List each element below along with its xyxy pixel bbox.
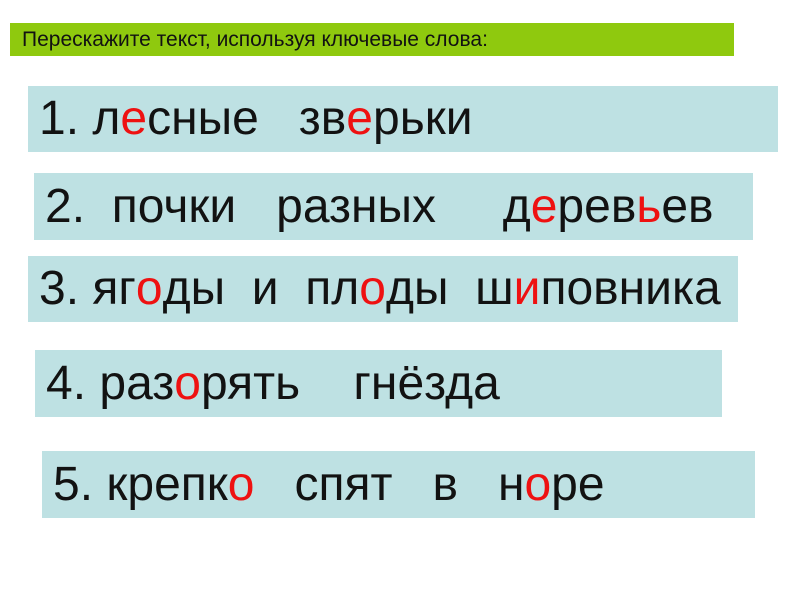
text-segment: 3. яг <box>39 262 136 315</box>
stressed-letter: е <box>120 92 148 145</box>
text-segment: 5. крепк <box>53 457 228 511</box>
stressed-letter: о <box>174 356 201 410</box>
text-segment: рять гнёзда <box>200 356 500 410</box>
text-segment: ды ш <box>385 262 514 315</box>
stressed-letter: е <box>530 179 558 233</box>
stressed-letter: е <box>346 92 373 145</box>
text-segment: 1. л <box>39 92 121 145</box>
text-segment: 4. раз <box>46 356 175 410</box>
keyword-box-4: 4. раз о рять гнёзда <box>35 350 722 417</box>
stressed-letter: о <box>359 262 386 315</box>
stressed-letter: ь <box>636 179 662 233</box>
stressed-letter: о <box>524 457 552 511</box>
text-segment: ре <box>551 457 605 511</box>
keyword-box-1: 1. л е сные зв е рьки <box>28 86 778 152</box>
text-segment: ды и пл <box>162 262 360 315</box>
stressed-letter: о <box>135 262 163 315</box>
stressed-letter: о <box>227 457 255 511</box>
keyword-box-5: 5. крепк о спят в н о ре <box>42 451 755 518</box>
text-segment: спят в н <box>254 457 525 511</box>
keyword-box-3: 3. яг о ды и пл о ды ш и повника <box>28 256 738 322</box>
text-segment: рьки <box>373 92 473 145</box>
text-segment: сные зв <box>147 92 347 145</box>
instruction-banner: Перескажите текст, используя ключевые сл… <box>10 23 734 56</box>
text-segment: рев <box>557 179 637 233</box>
text-segment: ев <box>661 179 714 233</box>
text-segment: повника <box>540 262 721 315</box>
keyword-box-2: 2. почки разных д е рев ь ев <box>34 173 753 240</box>
stressed-letter: и <box>513 262 541 315</box>
text-segment: 2. почки разных д <box>45 179 531 233</box>
instruction-text: Перескажите текст, используя ключевые сл… <box>22 27 488 51</box>
